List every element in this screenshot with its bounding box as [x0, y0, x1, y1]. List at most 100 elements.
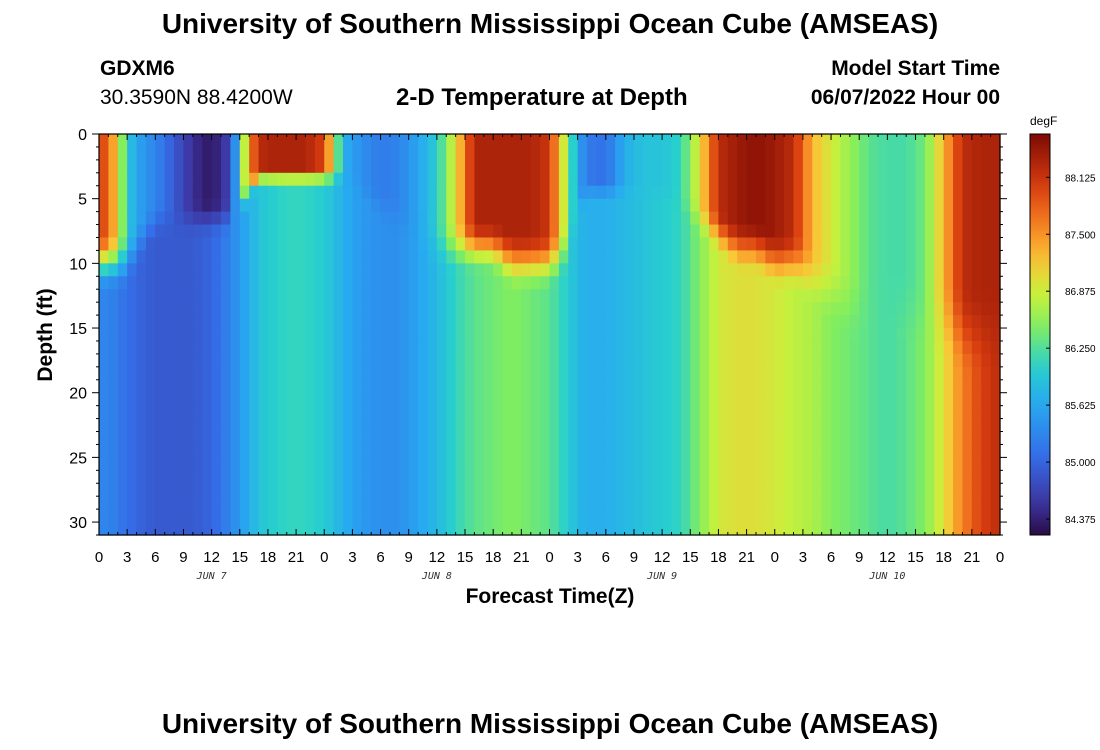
heatmap-cell — [258, 224, 269, 239]
heatmap-cell — [812, 250, 823, 264]
heatmap-cell — [343, 418, 354, 433]
heatmap-cell — [99, 444, 109, 458]
heatmap-cell — [511, 522, 522, 536]
heatmap-cell — [793, 237, 804, 252]
heatmap-cell — [568, 146, 579, 161]
heatmap-cell — [596, 470, 607, 484]
heatmap-cell — [155, 276, 166, 290]
heatmap-cell — [361, 379, 372, 394]
heatmap-cell — [802, 224, 813, 239]
heatmap-cell — [286, 185, 297, 200]
heatmap-cell — [361, 431, 372, 446]
heatmap-cell — [943, 392, 954, 407]
heatmap-cell — [812, 172, 823, 187]
heatmap-cell — [446, 185, 457, 200]
heatmap-cell — [136, 172, 147, 187]
heatmap-cell — [934, 224, 945, 239]
heatmap-cell — [540, 237, 551, 252]
heatmap-cell — [455, 237, 466, 252]
heatmap-cell — [774, 340, 785, 355]
heatmap-cell — [474, 276, 485, 290]
heatmap-cell — [192, 185, 203, 200]
heatmap-cell — [727, 198, 738, 213]
heatmap-cell — [305, 405, 316, 420]
heatmap-cell — [361, 405, 372, 420]
heatmap-cell — [802, 315, 813, 329]
heatmap-cell — [446, 172, 457, 187]
heatmap-cell — [774, 405, 785, 420]
heatmap-cell — [296, 159, 307, 174]
heatmap-cell — [737, 444, 748, 458]
heatmap-cell — [831, 418, 842, 433]
heatmap-cell — [727, 366, 738, 381]
heatmap-cell — [812, 353, 823, 368]
heatmap-cell — [174, 392, 185, 407]
heatmap-cell — [765, 198, 776, 213]
heatmap-cell — [587, 444, 598, 458]
heatmap-cell — [953, 224, 964, 239]
heatmap-cell — [962, 276, 973, 290]
heatmap-cell — [774, 353, 785, 368]
heatmap-cell — [418, 496, 429, 510]
heatmap-cell — [990, 159, 1001, 174]
heatmap-cell — [333, 496, 344, 510]
heatmap-cell — [549, 211, 560, 226]
heatmap-cell — [934, 159, 945, 174]
heatmap-cell — [521, 289, 532, 303]
heatmap-cell — [981, 328, 992, 342]
heatmap-cell — [324, 483, 335, 497]
heatmap-cell — [802, 496, 813, 510]
heatmap-cell — [699, 146, 710, 161]
heatmap-cell — [239, 134, 250, 148]
heatmap-cell — [305, 431, 316, 446]
heatmap-cell — [352, 276, 363, 290]
heatmap-cell — [465, 198, 476, 213]
heatmap-cell — [587, 146, 598, 161]
heatmap-cell — [906, 457, 917, 471]
heatmap-cell — [812, 509, 823, 523]
heatmap-cell — [831, 276, 842, 290]
heatmap-cell — [943, 250, 954, 264]
heatmap-cell — [530, 366, 541, 381]
heatmap-cell — [558, 185, 569, 200]
heatmap-cell — [727, 483, 738, 497]
heatmap-cell — [577, 353, 588, 368]
heatmap-cell — [718, 146, 729, 161]
heatmap-cell — [624, 405, 635, 420]
heatmap-cell — [699, 276, 710, 290]
heatmap-cell — [971, 328, 982, 342]
heatmap-cell — [127, 237, 138, 252]
heatmap-cell — [164, 302, 175, 316]
heatmap-cell — [408, 522, 419, 536]
heatmap-cell — [371, 353, 382, 368]
heatmap-cell — [962, 483, 973, 497]
heatmap-cell — [652, 405, 663, 420]
heatmap-cell — [765, 263, 776, 277]
heatmap-cell — [380, 483, 391, 497]
heatmap-cell — [221, 146, 231, 161]
heatmap-cell — [436, 302, 447, 316]
heatmap-cell — [934, 250, 945, 264]
heatmap-cell — [164, 198, 175, 213]
heatmap-cell — [671, 470, 682, 484]
heatmap-cell — [455, 302, 466, 316]
heatmap-cell — [652, 431, 663, 446]
heatmap-cell — [192, 405, 203, 420]
heatmap-cell — [943, 353, 954, 368]
heatmap-cell — [108, 379, 119, 394]
heatmap-cell — [418, 470, 429, 484]
heatmap-cell — [699, 496, 710, 510]
heatmap-cell — [465, 302, 476, 316]
heatmap-cell — [990, 444, 1001, 458]
heatmap-cell — [990, 185, 1001, 200]
heatmap-cell — [249, 237, 260, 252]
heatmap-cell — [709, 211, 720, 226]
heatmap-cell — [633, 457, 644, 471]
heatmap-cell — [549, 250, 560, 264]
heatmap-cell — [615, 289, 626, 303]
heatmap-cell — [924, 392, 935, 407]
heatmap-cell — [680, 509, 691, 523]
heatmap-cell — [427, 457, 438, 471]
heatmap-cell — [493, 457, 504, 471]
heatmap-cell — [465, 353, 476, 368]
